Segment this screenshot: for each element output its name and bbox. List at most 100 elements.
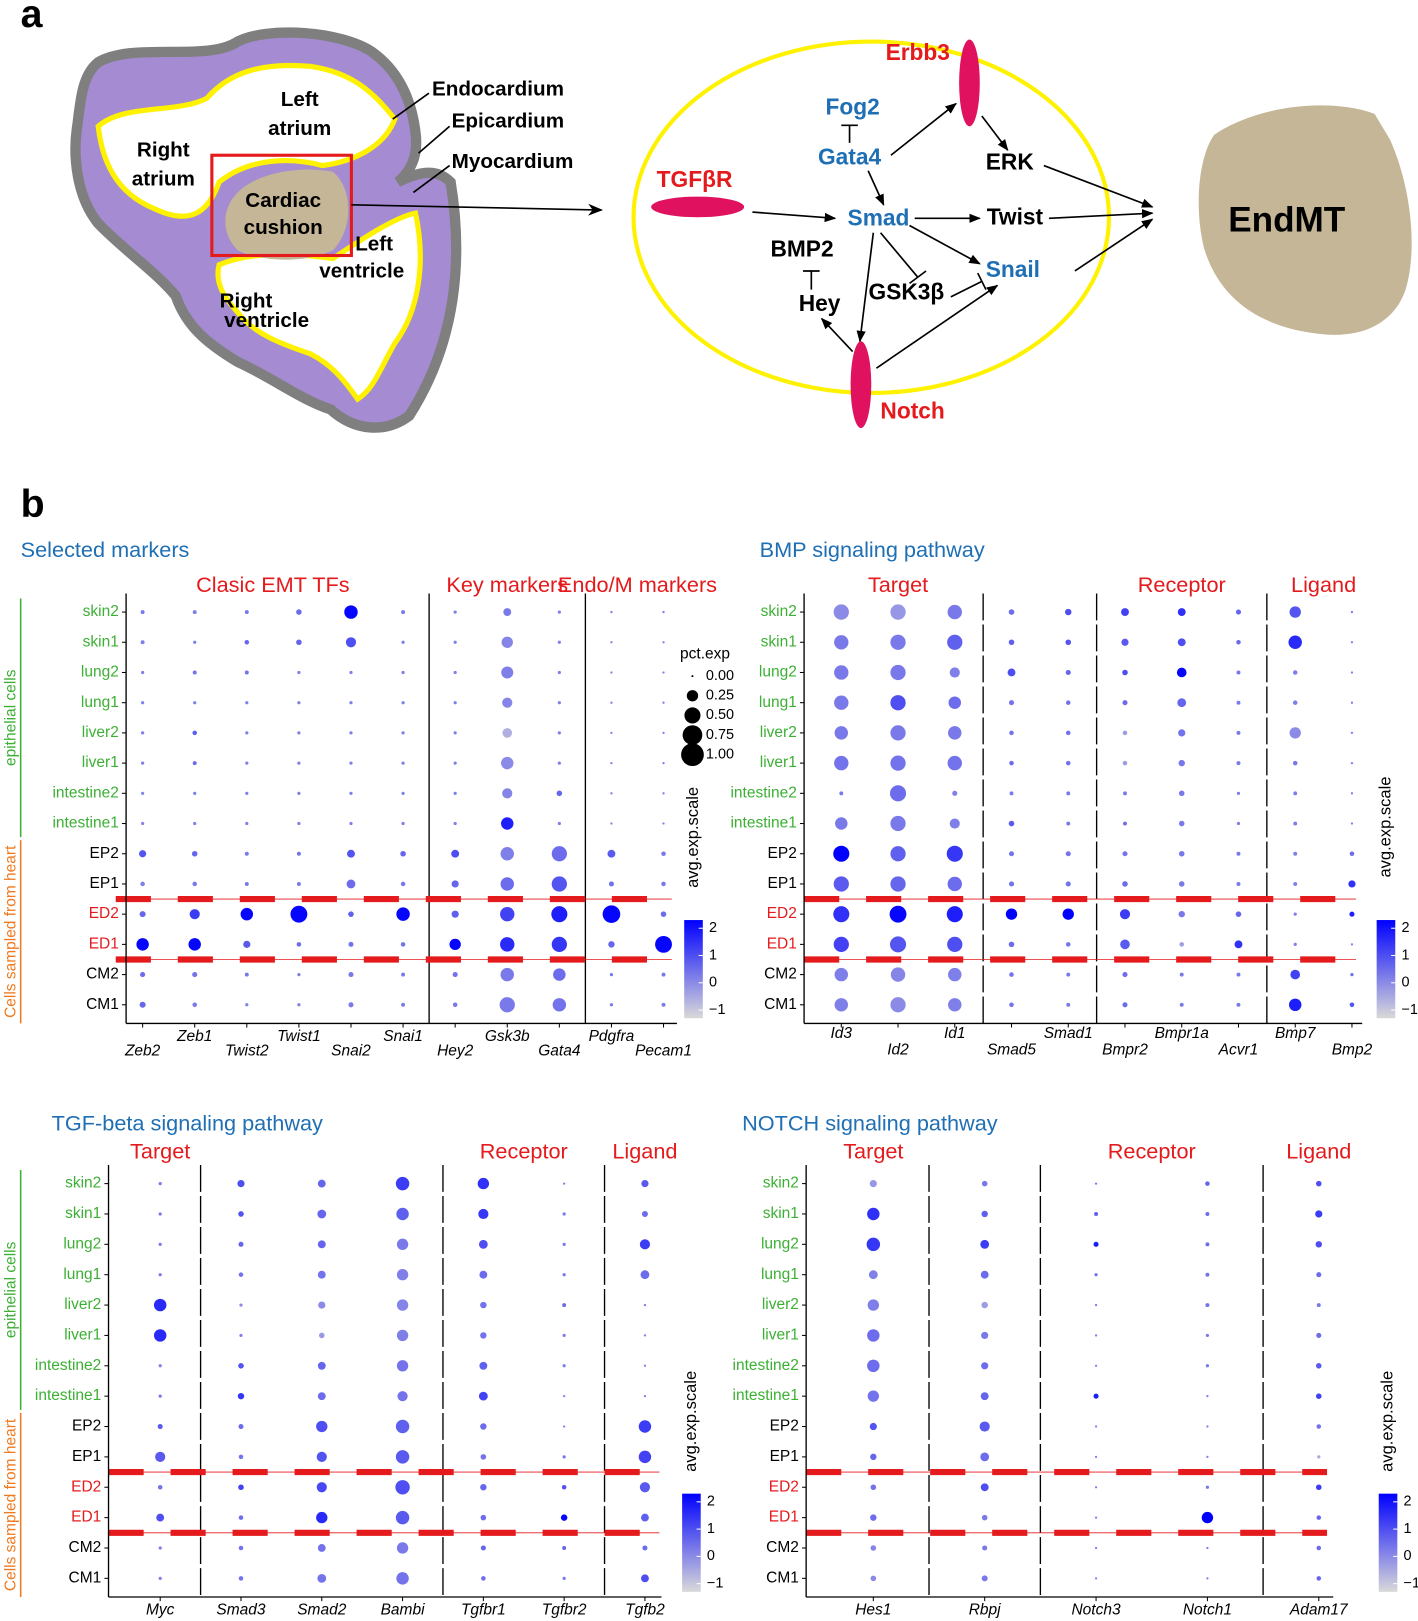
row-label: EP1 bbox=[90, 875, 119, 892]
dot bbox=[500, 877, 514, 891]
dot bbox=[244, 639, 250, 645]
dot bbox=[557, 821, 561, 826]
dot bbox=[1009, 972, 1014, 977]
dot bbox=[155, 1451, 166, 1462]
gene-label: Pecam1 bbox=[635, 1042, 692, 1059]
dot bbox=[193, 791, 197, 795]
dot bbox=[1094, 1303, 1098, 1307]
dot bbox=[870, 1575, 877, 1582]
dot bbox=[157, 1423, 163, 1430]
dot bbox=[1206, 1455, 1209, 1459]
dot bbox=[890, 755, 906, 771]
node-label: Snail bbox=[986, 256, 1040, 282]
dot bbox=[1289, 727, 1301, 739]
dot bbox=[244, 610, 249, 615]
heart: Right atrium Left atrium Cardiac cushion… bbox=[70, 27, 604, 433]
dot bbox=[1179, 1002, 1184, 1007]
dot bbox=[245, 791, 249, 795]
dot bbox=[981, 1331, 989, 1340]
gene-label: Gata4 bbox=[538, 1042, 581, 1059]
row-label: CM2 bbox=[766, 1539, 799, 1556]
arrow bbox=[820, 317, 854, 353]
arrow bbox=[1043, 164, 1154, 208]
dot bbox=[1065, 700, 1071, 705]
dot bbox=[1177, 638, 1186, 647]
row-label: lung1 bbox=[81, 694, 119, 711]
dot bbox=[1009, 730, 1014, 736]
row-label: ED2 bbox=[767, 905, 797, 922]
dot bbox=[349, 670, 353, 675]
color-legend-title: avg.exp.scale bbox=[1375, 777, 1394, 878]
dot bbox=[347, 849, 355, 858]
dot bbox=[1236, 881, 1241, 886]
row-label: skin1 bbox=[763, 1205, 799, 1222]
row-label: CM1 bbox=[86, 996, 119, 1013]
dot bbox=[660, 911, 667, 917]
dot bbox=[833, 906, 850, 923]
dot bbox=[1236, 730, 1241, 735]
dot bbox=[661, 851, 666, 857]
dot bbox=[346, 879, 356, 889]
plot-title: TGF-beta signaling pathway bbox=[52, 1110, 323, 1135]
dot bbox=[1315, 1210, 1323, 1218]
dot bbox=[662, 641, 665, 644]
dot bbox=[480, 1301, 487, 1309]
dot bbox=[401, 761, 405, 765]
dot bbox=[141, 670, 145, 675]
arrow bbox=[867, 170, 885, 206]
dot bbox=[401, 670, 405, 675]
heart-label: ventricle bbox=[319, 259, 404, 282]
dot bbox=[238, 1484, 244, 1491]
size-key-label: 0.00 bbox=[706, 668, 734, 684]
outcome-label: EndMT bbox=[1228, 201, 1346, 240]
color-tick-label: 0 bbox=[707, 1548, 715, 1564]
heart-label: ventricle bbox=[224, 309, 309, 332]
dot bbox=[662, 731, 665, 735]
dot bbox=[1178, 820, 1185, 827]
dot bbox=[297, 821, 301, 826]
dot bbox=[452, 1002, 458, 1008]
dot bbox=[501, 666, 514, 679]
dot bbox=[890, 725, 906, 741]
dot bbox=[1009, 791, 1014, 796]
dot bbox=[1236, 791, 1241, 795]
plot-title: BMP signaling pathway bbox=[760, 537, 985, 562]
dot bbox=[401, 972, 406, 977]
dot bbox=[1094, 1425, 1098, 1428]
dot bbox=[480, 1545, 486, 1551]
row-label: liver2 bbox=[64, 1296, 101, 1313]
dot bbox=[1205, 1333, 1210, 1338]
dot bbox=[480, 1484, 487, 1491]
dot bbox=[297, 670, 301, 675]
dot bbox=[193, 821, 197, 826]
dot-plot: TGF-beta signaling pathway skin2 skin1 lung… bbox=[2, 1110, 723, 1618]
dot bbox=[1205, 1485, 1210, 1489]
row-label: skin2 bbox=[65, 1175, 101, 1192]
dot bbox=[1123, 791, 1127, 796]
color-bar bbox=[684, 920, 703, 1019]
dot bbox=[136, 938, 149, 951]
dot bbox=[141, 731, 145, 735]
dot bbox=[317, 1361, 326, 1370]
dot bbox=[1290, 969, 1301, 980]
dot bbox=[1066, 972, 1071, 977]
dot bbox=[642, 1545, 648, 1551]
dot bbox=[833, 936, 849, 952]
dot bbox=[400, 881, 406, 887]
dot bbox=[948, 696, 961, 709]
dot bbox=[1293, 851, 1298, 856]
gene-label: Zeb1 bbox=[176, 1028, 212, 1045]
dot bbox=[610, 761, 613, 765]
row-label: intestine1 bbox=[733, 1387, 799, 1404]
color-tick-label: 0 bbox=[1404, 1548, 1412, 1564]
dot bbox=[480, 1332, 487, 1339]
dot bbox=[501, 756, 514, 770]
row-label: ED2 bbox=[769, 1478, 799, 1495]
gene-label: Snai1 bbox=[383, 1028, 423, 1045]
dot bbox=[1094, 1273, 1098, 1277]
color-bar bbox=[1378, 1493, 1398, 1592]
dot bbox=[946, 845, 963, 862]
dot bbox=[1177, 698, 1187, 708]
dot bbox=[563, 1182, 566, 1185]
dot bbox=[1005, 908, 1018, 920]
